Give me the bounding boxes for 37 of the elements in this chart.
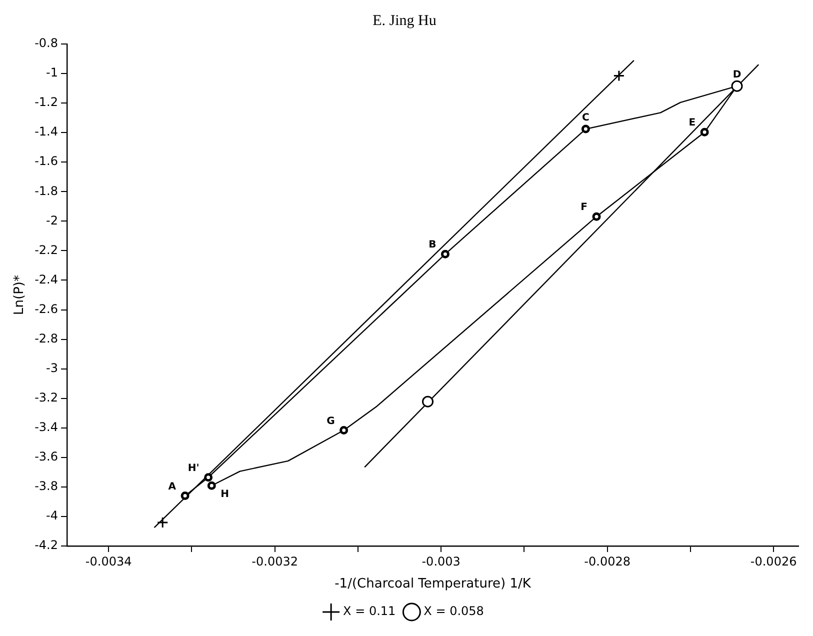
y-tick-label: -1.4 (34, 124, 58, 139)
y-tick-label: -1.2 (34, 95, 58, 110)
x-tick-label: -0.0028 (584, 554, 630, 568)
y-tick-label: -3 (46, 360, 58, 375)
y-tick-label: -1 (46, 66, 58, 80)
x-tick-label: -0.0032 (252, 554, 298, 568)
y-tick-label: -3.6 (34, 450, 58, 464)
y-tick-label: -2 (46, 213, 58, 228)
y-tick-label: -3.8 (34, 479, 58, 494)
annotation: G (326, 416, 335, 427)
annotation: C (582, 112, 590, 124)
y-tick-label: -4.2 (34, 538, 58, 552)
y-tick-label: -0.8 (34, 36, 58, 50)
x-axis-title: -1/(Charcoal Temperature) 1/K (334, 576, 532, 592)
x-tick-label: -0.0034 (85, 554, 132, 568)
y-tick-label: -3.2 (34, 390, 58, 404)
y-tick-label: -2.8 (34, 331, 58, 346)
y-tick-label: -1.6 (34, 154, 58, 168)
annotation: F (580, 202, 588, 214)
x-tick-label: -0.003 (422, 554, 460, 568)
chart-title: E. Jing Hu (372, 12, 437, 29)
legend-label: X = 0.11 (343, 604, 396, 618)
y-tick-label: -2.6 (34, 302, 58, 316)
y-tick-label: -2.2 (34, 242, 58, 257)
annotation: A (168, 481, 176, 492)
y-tick-label: -3.4 (34, 420, 58, 434)
legend-label: X = 0.058 (424, 604, 484, 618)
annotation: D (732, 70, 742, 81)
annotation: H' (188, 462, 200, 474)
y-tick-label: -4 (46, 508, 58, 523)
annotation: E (688, 118, 696, 129)
y-axis-title: Ln(P)* (12, 274, 28, 315)
annotation: H (220, 489, 230, 500)
y-tick-label: -2.4 (34, 272, 58, 286)
annotation: B (428, 240, 436, 251)
y-tick-label: -1.8 (34, 184, 58, 198)
x-tick-label: -0.0026 (750, 554, 797, 568)
